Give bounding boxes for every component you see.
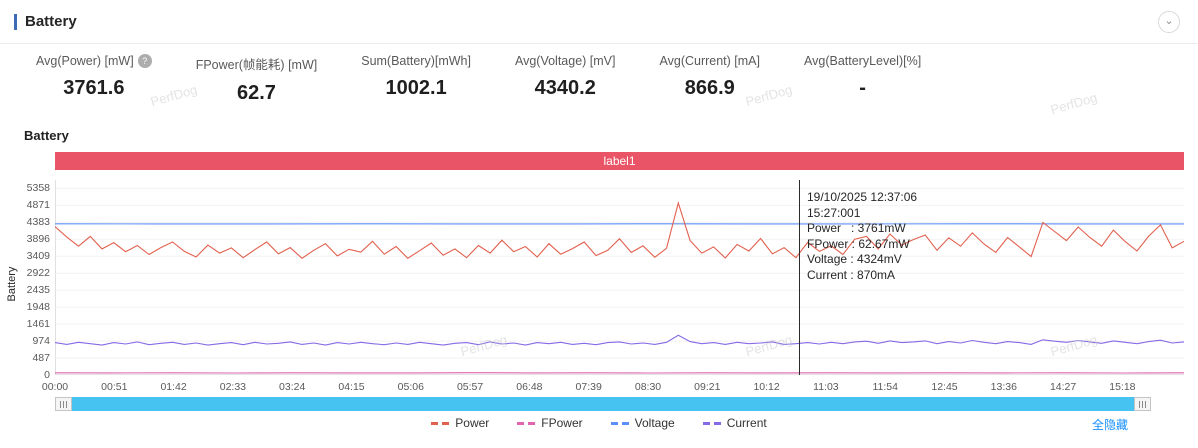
stat-label: Avg(Power) [mW]?: [36, 54, 152, 68]
stat-col-2: Sum(Battery)[mWh] 1002.1: [361, 54, 471, 105]
stat-col-5: Avg(BatteryLevel)[%] -: [804, 54, 921, 105]
scrollbar-right-handle[interactable]: [1134, 397, 1151, 411]
y-tick-label: 4383: [26, 216, 50, 229]
legend-label: Voltage: [634, 416, 675, 430]
y-tick-label: 4871: [26, 199, 50, 212]
stat-label: FPower(帧能耗) [mW]: [195, 58, 318, 72]
stat-value: 4340.2: [534, 77, 596, 99]
title-accent-bar: [14, 13, 17, 30]
x-tick-label: 14:27: [1049, 381, 1077, 393]
x-tick-label: 05:57: [456, 381, 484, 393]
chart-legend: Power FPower Voltage Current: [0, 416, 1198, 430]
stat-value: -: [859, 77, 866, 99]
y-tick-label: 5358: [26, 182, 50, 195]
y-tick-label: 974: [32, 335, 50, 348]
y-tick-label: 2922: [26, 267, 50, 280]
x-tick-label: 02:33: [219, 381, 247, 393]
y-tick-label: 0: [44, 369, 50, 381]
chart-label-bar[interactable]: label1: [55, 152, 1184, 170]
horizontal-scrollbar[interactable]: [55, 397, 1151, 411]
stat-label: Avg(Voltage) [mV]: [514, 54, 616, 68]
battery-line-chart[interactable]: [55, 180, 1184, 375]
tooltip-line: 19/10/2025 12:37:06: [807, 190, 918, 204]
legend-marker: [431, 421, 450, 425]
chart-tooltip: 19/10/2025 12:37:06 15:27:001 Power : 3761…: [807, 190, 917, 283]
stat-col-1: FPower(帧能耗) [mW] 62.7: [196, 54, 318, 105]
x-tick-label: 12:45: [931, 381, 958, 393]
legend-item-power[interactable]: Power: [431, 416, 489, 430]
hide-all-link[interactable]: 全隐藏: [1091, 418, 1128, 432]
panel-title-wrap: Battery: [14, 13, 77, 30]
chevron-down-icon: ⌄: [1164, 15, 1174, 27]
stat-col-4: Avg(Current) [mA] 866.9: [660, 54, 761, 105]
legend-item-fpower[interactable]: FPower: [517, 416, 583, 430]
tooltip-line: Current : 870mA: [807, 267, 896, 282]
stat-label: Avg(Current) [mA]: [659, 54, 761, 68]
x-tick-label: 11:54: [872, 381, 898, 393]
stat-value: 1002.1: [385, 77, 447, 99]
legend-marker: [610, 421, 629, 425]
series-current: [55, 334, 1184, 346]
x-tick-label: 10:12: [753, 381, 780, 393]
tooltip-line: 15:27:001: [807, 205, 861, 220]
legend-marker: [517, 421, 536, 425]
x-tick-label: 04:15: [338, 381, 365, 393]
legend-label: Current: [726, 416, 767, 430]
y-tick-label: 1948: [26, 301, 50, 314]
series-power: [55, 201, 1184, 260]
tooltip-line: FPower : 62.67mW: [807, 236, 910, 251]
scrollbar-left-handle[interactable]: [55, 397, 72, 411]
stat-col-0: Avg(Power) [mW]? 3761.6: [36, 54, 152, 105]
chart-section-title: Battery: [24, 128, 69, 143]
stats-row: Avg(Power) [mW]? 3761.6 FPower(帧能耗) [mW] 62…: [36, 54, 921, 105]
x-tick-label: 00:00: [41, 381, 69, 393]
perfdog-watermark: PerfDog: [1048, 89, 1099, 118]
tooltip-line: Voltage : 4324mV: [807, 252, 902, 266]
x-tick-label: 00:51: [101, 381, 128, 393]
x-tick-label: 15:18: [1109, 381, 1136, 393]
y-tick-label: 3409: [26, 250, 50, 263]
stat-value: 866.9: [684, 77, 735, 99]
y-tick-label: 3896: [26, 233, 50, 246]
stat-value: 3761.6: [63, 77, 125, 99]
y-tick-label: 487: [32, 352, 50, 365]
x-tick-label: 11:03: [813, 381, 839, 393]
legend-item-voltage[interactable]: Voltage: [610, 416, 675, 430]
legend-item-current[interactable]: Current: [702, 416, 767, 430]
x-tick-label: 05:06: [397, 381, 424, 393]
x-tick-label: 09:21: [694, 381, 721, 393]
panel-header: Battery ⌄: [0, 0, 1198, 44]
panel-title: Battery: [25, 13, 77, 30]
x-tick-label: 06:48: [516, 381, 543, 393]
legend-label: Power: [455, 416, 490, 430]
x-tick-label: 08:30: [634, 381, 662, 393]
legend-marker: [702, 421, 721, 425]
x-tick-label: 07:39: [575, 381, 602, 393]
x-tick-label: 13:36: [990, 381, 1017, 393]
collapse-button[interactable]: ⌄: [1158, 10, 1180, 33]
legend-label: FPower: [541, 416, 583, 430]
stat-label: Sum(Battery)[mWh]: [361, 54, 471, 68]
tooltip-line: Power : 3761mW: [807, 221, 906, 235]
stat-value: 62.7: [237, 82, 276, 104]
x-tick-label: 03:24: [279, 381, 306, 393]
chart-cursor-line[interactable]: [799, 180, 800, 375]
help-icon[interactable]: ?: [137, 54, 152, 68]
stat-label: Avg(BatteryLevel)[%]: [804, 54, 922, 68]
x-tick-label: 01:42: [160, 381, 187, 393]
stat-col-3: Avg(Voltage) [mV] 4340.2: [515, 54, 616, 105]
y-tick-label: 2435: [26, 284, 50, 297]
y-tick-label: 1461: [26, 318, 50, 331]
scrollbar-track[interactable]: [72, 397, 1134, 411]
